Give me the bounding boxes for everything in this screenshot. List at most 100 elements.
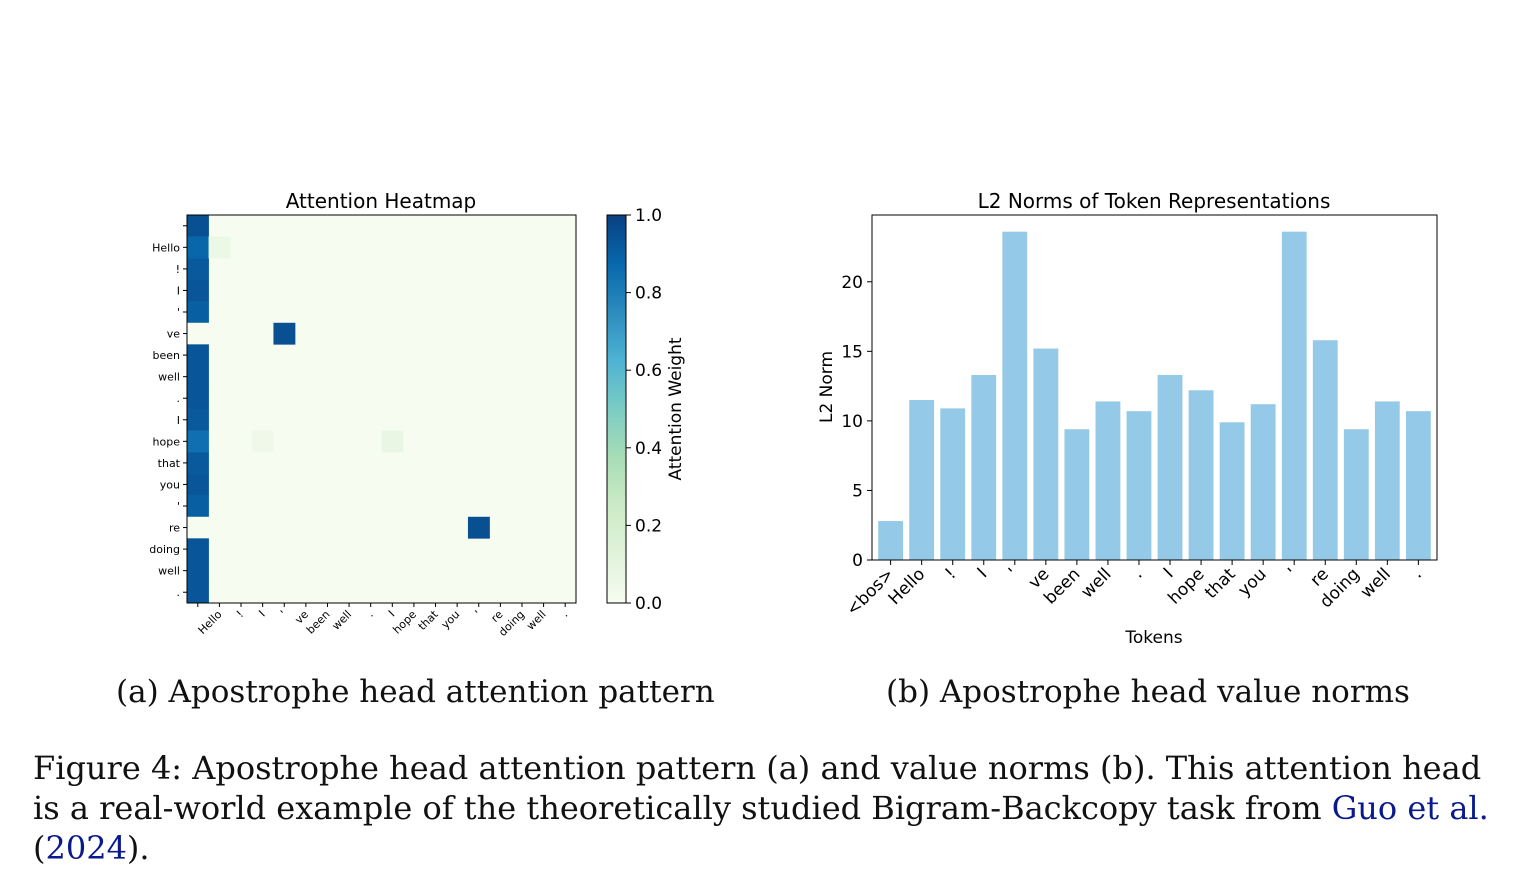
heatmap-cell	[381, 430, 404, 453]
bar-xtick-label: you	[1234, 564, 1270, 600]
bar	[1033, 348, 1059, 560]
heatmap-xtick-label: you	[439, 608, 462, 631]
colorbar-frame	[606, 214, 627, 604]
heatmap-cell	[187, 452, 209, 474]
heatmap-cell	[187, 495, 209, 518]
bar-ytick-label: 15	[841, 342, 863, 362]
heatmap-ytick-label: that	[158, 457, 181, 470]
colorbar: 0.0 0.2 0.4 0.6 0.8 1.0 Attention Weight	[606, 206, 686, 614]
bar-xtick-label: Hello	[885, 564, 930, 609]
heatmap-ytick-label: I	[177, 284, 180, 297]
bar	[1374, 401, 1400, 560]
heatmap-cell	[187, 430, 209, 453]
heatmap-cell	[187, 538, 209, 561]
heatmap-frame	[186, 214, 577, 604]
bar	[909, 400, 935, 560]
colorbar-tick-label: 0.0	[635, 594, 662, 614]
heatmap-cell	[187, 516, 209, 539]
bar-xtick-label: well	[1357, 564, 1395, 602]
attention-heatmap: Attention Heatmap Hello!I'vebeenwell.Iho…	[149, 189, 577, 639]
heatmap-cell	[273, 322, 296, 345]
heatmap-cell	[187, 581, 209, 604]
heatmap-cell	[208, 236, 231, 259]
colorbar-tick-label: 0.6	[635, 361, 662, 381]
heatmap-ytick-label: you	[160, 478, 180, 491]
bar	[1064, 429, 1090, 560]
bar-xtick-label: hope	[1164, 564, 1208, 608]
heatmap-cell	[187, 236, 209, 259]
citation-author-link[interactable]: Guo et al.	[1331, 789, 1489, 827]
bar-xtick-label: that	[1201, 564, 1240, 603]
citation-year-link[interactable]: 2024	[45, 829, 127, 867]
heatmap-ytick-label: '	[177, 500, 180, 513]
heatmap-xtick-label: hope	[390, 608, 419, 637]
l2-norm-bar-chart: L2 Norms of Token Representations 0 5 10 15…	[817, 189, 1438, 648]
heatmap-background	[187, 215, 576, 603]
heatmap-xtick-label: Hello	[196, 608, 225, 637]
bar-ytick-label: 0	[852, 551, 863, 571]
bar	[1126, 411, 1152, 560]
citation-close: ).	[126, 829, 150, 867]
heatmap-ytick-label: hope	[153, 435, 181, 448]
bar-xtick-label: !	[941, 564, 960, 583]
heatmap-title: Attention Heatmap	[286, 189, 477, 213]
citation-open: (	[33, 829, 46, 867]
bar	[1219, 422, 1245, 560]
bar	[940, 408, 966, 560]
heatmap-xtick-label: I	[256, 608, 267, 619]
heatmap-xtick-label: I	[386, 608, 397, 619]
heatmap-ytick-label: well	[158, 565, 180, 578]
colorbar-tick-label: 0.4	[635, 439, 662, 459]
bar-ytick-label: 20	[841, 273, 863, 293]
bar-chart-ylabel: L2 Norm	[817, 351, 837, 423]
heatmap-xtick-label: '	[278, 608, 289, 619]
heatmap-ytick-label: !	[176, 263, 180, 276]
heatmap-ytick-label: I	[177, 414, 180, 427]
heatmap-cell	[467, 516, 490, 539]
figure-caption: Figure 4: Apostrophe head attention patt…	[33, 748, 1503, 868]
bar-chart-frame	[871, 214, 1438, 561]
heatmap-cell	[187, 409, 209, 431]
bar	[971, 374, 997, 560]
bar	[1188, 390, 1214, 560]
bar-xtick-label: '	[1005, 564, 1022, 581]
bar	[1281, 231, 1307, 560]
bar-xtick-label: .	[1129, 564, 1147, 582]
heatmap-xtick-label: that	[416, 607, 441, 632]
heatmap-ytick-label: .	[177, 586, 181, 599]
bar-xtick-label: '	[1284, 564, 1301, 581]
heatmap-xtick-label: well	[524, 608, 549, 633]
heatmap-xtick-label: '	[473, 608, 484, 619]
heatmap-cell	[251, 430, 274, 453]
heatmap-cell	[187, 258, 209, 280]
heatmap-cell	[187, 301, 209, 324]
colorbar-tick-label: 0.2	[635, 516, 662, 536]
bar-ytick-label: 10	[841, 412, 863, 432]
bar-xtick-label: I	[974, 564, 992, 582]
heatmap-xtick-label: .	[559, 608, 571, 620]
bar	[1250, 404, 1276, 560]
heatmap-xtick-label: been	[304, 608, 333, 637]
bar	[1312, 340, 1338, 560]
bar	[878, 521, 904, 560]
bar-xtick-label: I	[1160, 564, 1178, 582]
bar	[1405, 411, 1431, 560]
figure-caption-text: Figure 4: Apostrophe head attention patt…	[33, 749, 1482, 827]
bar	[1095, 401, 1121, 560]
heatmap-xtick-label: well	[330, 608, 355, 633]
heatmap-ytick-label: Hello	[152, 241, 180, 254]
heatmap-ytick-label: been	[153, 349, 181, 362]
bar-chart-xlabel: Tokens	[1124, 628, 1182, 648]
heatmap-cell	[187, 473, 209, 496]
bar-ytick-label: 5	[852, 481, 863, 501]
heatmap-ytick-label: re	[169, 522, 180, 535]
colorbar-label: Attention Weight	[666, 337, 686, 480]
heatmap-cell	[187, 387, 209, 410]
heatmap-ytick-label: '	[177, 306, 180, 319]
caption-a: (a) Apostrophe head attention pattern	[116, 674, 715, 710]
heatmap-xtick-label: .	[364, 608, 376, 620]
heatmap-cell	[187, 365, 209, 388]
heatmap-ytick-label: doing	[149, 543, 180, 556]
colorbar-tick-label: 1.0	[635, 206, 662, 226]
